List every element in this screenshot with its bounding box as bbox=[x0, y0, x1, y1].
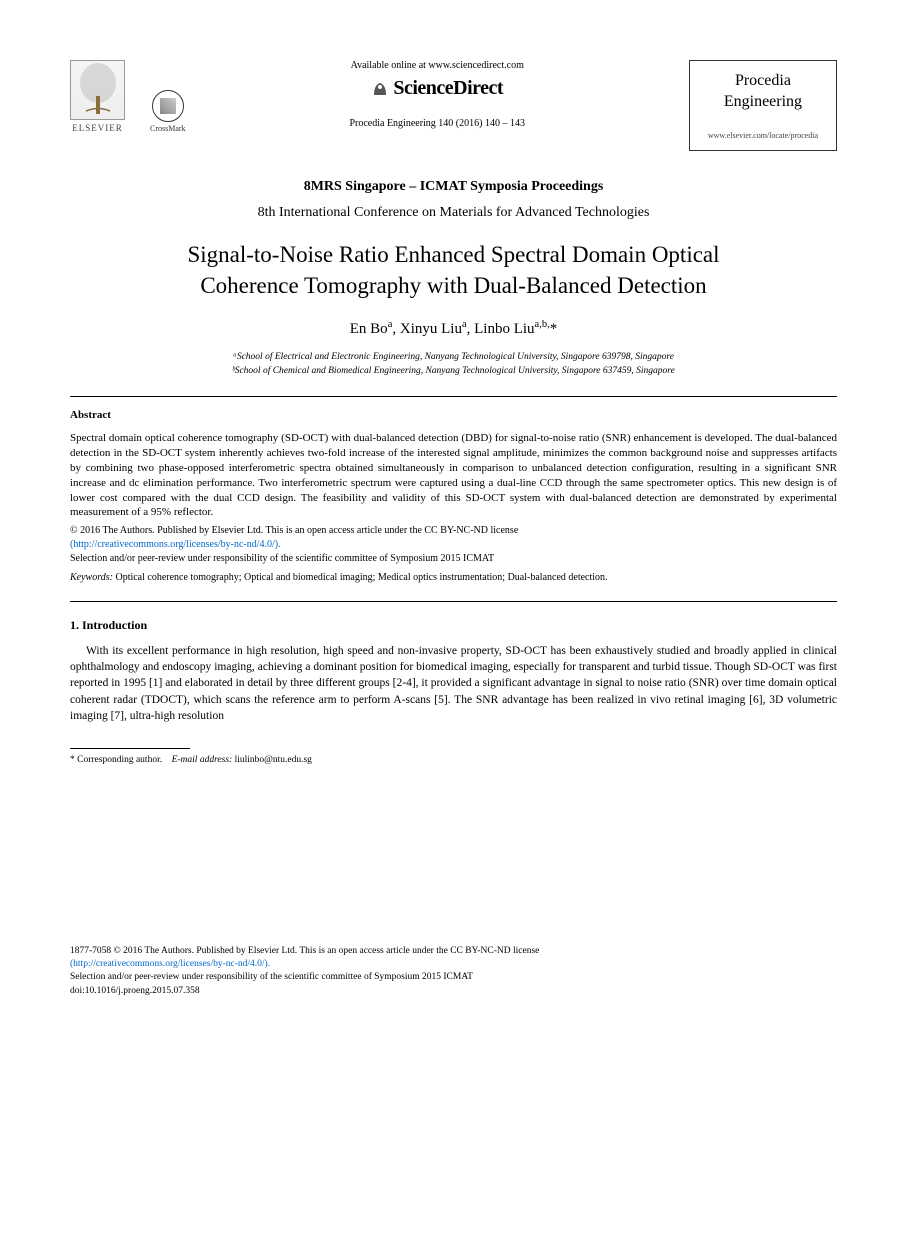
citation-line: Procedia Engineering 140 (2016) 140 – 14… bbox=[206, 118, 669, 129]
footnote-separator bbox=[70, 748, 190, 749]
affiliations: ᵃSchool of Electrical and Electronic Eng… bbox=[70, 350, 837, 379]
divider-top bbox=[70, 396, 837, 397]
abstract-label: Abstract bbox=[70, 409, 837, 421]
journal-url[interactable]: www.elsevier.com/locate/procedia bbox=[708, 131, 818, 140]
keywords-row: Keywords: Optical coherence tomography; … bbox=[70, 572, 837, 583]
corresponding-footnote: * Corresponding author. E-mail address: … bbox=[70, 755, 837, 765]
journal-box: Procedia Engineering www.elsevier.com/lo… bbox=[689, 60, 837, 151]
crossmark-icon bbox=[152, 90, 184, 122]
page-footer: 1877-7058 © 2016 The Authors. Published … bbox=[70, 945, 837, 998]
keywords-text: Optical coherence tomography; Optical an… bbox=[115, 572, 607, 583]
affiliation-b: ᵇSchool of Chemical and Biomedical Engin… bbox=[70, 364, 837, 378]
intro-heading: 1. Introduction bbox=[70, 618, 837, 633]
affiliation-a: ᵃSchool of Electrical and Electronic Eng… bbox=[70, 350, 837, 364]
proceedings-header: 8MRS Singapore – ICMAT Symposia Proceedi… bbox=[70, 179, 837, 379]
sciencedirect-brand[interactable]: ScienceDirect bbox=[206, 77, 669, 100]
footer-license-link[interactable]: (http://creativecommons.org/licenses/by-… bbox=[70, 959, 270, 969]
available-online-text: Available online at www.sciencedirect.co… bbox=[206, 60, 669, 71]
email-label: E-mail address: bbox=[172, 755, 233, 765]
center-header: Available online at www.sciencedirect.co… bbox=[186, 60, 689, 129]
footer-doi: doi:10.1016/j.proeng.2015.07.358 bbox=[70, 986, 200, 996]
license-link[interactable]: (http://creativecommons.org/licenses/by-… bbox=[70, 539, 281, 550]
intro-paragraph: With its excellent performance in high r… bbox=[70, 643, 837, 723]
copyright-line1: © 2016 The Authors. Published by Elsevie… bbox=[70, 525, 518, 536]
corresponding-label: * Corresponding author. bbox=[70, 755, 162, 765]
keywords-label: Keywords: bbox=[70, 572, 113, 583]
email-address[interactable]: liulinbo@ntu.edu.sg bbox=[235, 755, 312, 765]
left-logos: ELSEVIER CrossMark bbox=[70, 60, 186, 133]
paper-title: Signal-to-Noise Ratio Enhanced Spectral … bbox=[70, 239, 837, 301]
copyright-line2: Selection and/or peer-review under respo… bbox=[70, 553, 494, 564]
journal-name-2: Engineering bbox=[708, 92, 818, 113]
footer-issn: 1877-7058 © 2016 The Authors. Published … bbox=[70, 946, 539, 956]
sciencedirect-icon bbox=[371, 80, 389, 98]
footer-review: Selection and/or peer-review under respo… bbox=[70, 972, 473, 982]
elsevier-tree-icon bbox=[70, 60, 125, 120]
abstract-text: Spectral domain optical coherence tomogr… bbox=[70, 431, 837, 520]
elsevier-logo[interactable]: ELSEVIER bbox=[70, 60, 125, 133]
divider-bottom bbox=[70, 601, 837, 602]
journal-name-1: Procedia bbox=[708, 71, 818, 92]
header-row: ELSEVIER CrossMark Available online at w… bbox=[70, 60, 837, 151]
authors-line: En Boa, Xinyu Liua, Linbo Liua,b,* bbox=[70, 319, 837, 338]
crossmark-label: CrossMark bbox=[150, 124, 186, 133]
conference-line: 8th International Conference on Material… bbox=[70, 205, 837, 221]
title-line-1: Signal-to-Noise Ratio Enhanced Spectral … bbox=[187, 242, 719, 267]
copyright-block: © 2016 The Authors. Published by Elsevie… bbox=[70, 524, 837, 566]
title-line-2: Coherence Tomography with Dual-Balanced … bbox=[200, 273, 706, 298]
sciencedirect-text: ScienceDirect bbox=[393, 77, 503, 99]
elsevier-label: ELSEVIER bbox=[72, 123, 123, 133]
symposia-line: 8MRS Singapore – ICMAT Symposia Proceedi… bbox=[70, 179, 837, 195]
crossmark-badge[interactable]: CrossMark bbox=[150, 90, 186, 133]
